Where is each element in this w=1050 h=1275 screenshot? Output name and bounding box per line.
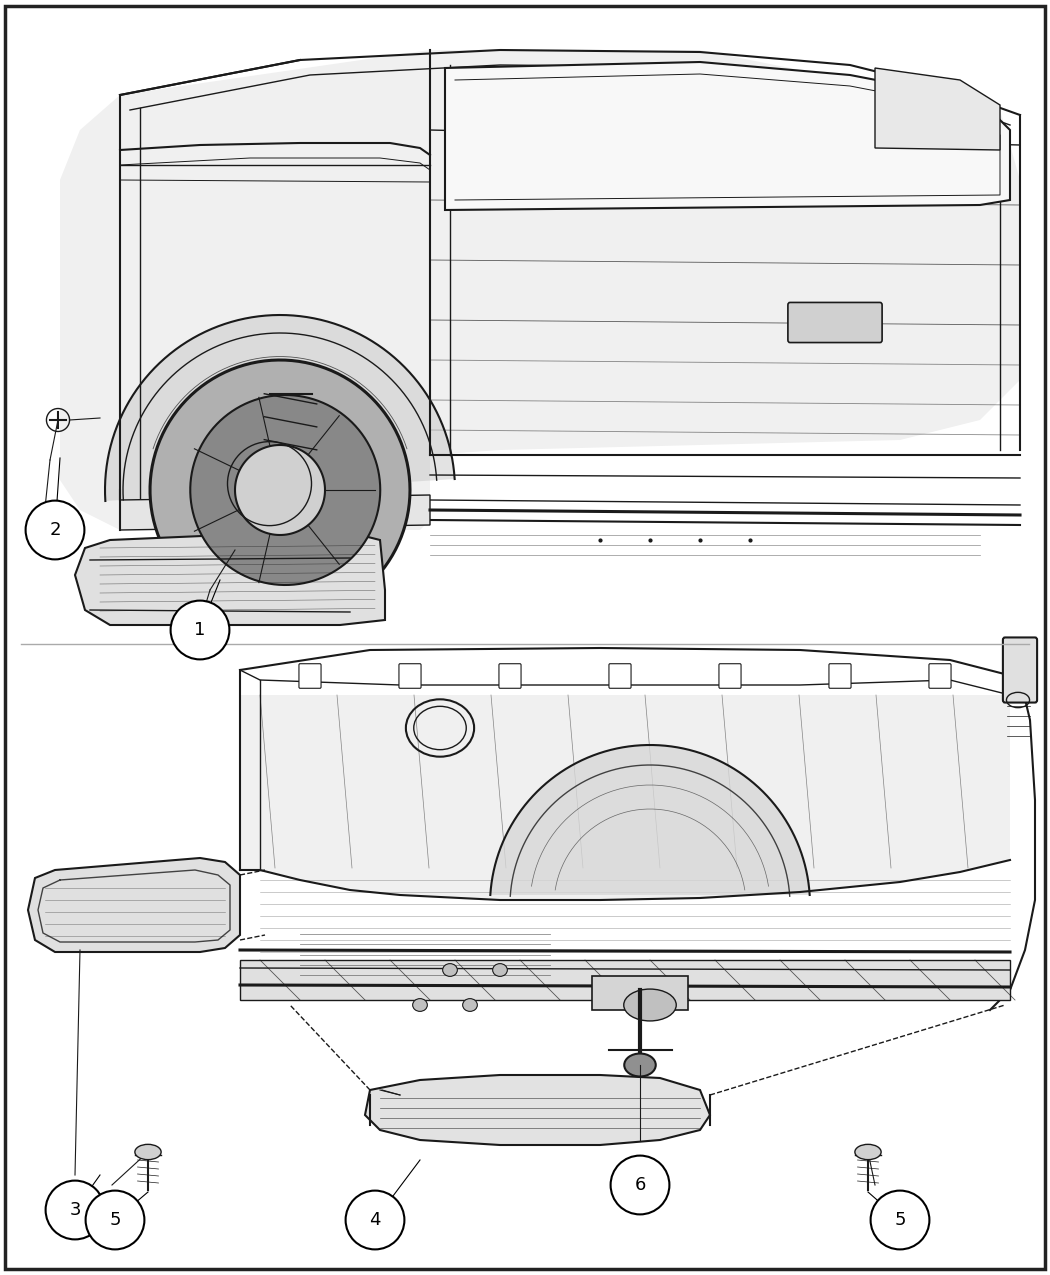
Polygon shape [365, 1075, 710, 1145]
FancyBboxPatch shape [609, 664, 631, 688]
Polygon shape [105, 315, 455, 501]
Polygon shape [28, 858, 240, 952]
Polygon shape [490, 745, 810, 895]
Polygon shape [190, 395, 380, 585]
FancyBboxPatch shape [929, 664, 951, 688]
Ellipse shape [86, 1191, 145, 1250]
FancyBboxPatch shape [499, 664, 521, 688]
Polygon shape [875, 68, 1000, 150]
Ellipse shape [624, 989, 676, 1021]
Polygon shape [445, 62, 1010, 210]
Text: 5: 5 [109, 1211, 121, 1229]
Ellipse shape [170, 601, 229, 659]
Polygon shape [240, 695, 1010, 900]
Text: 2: 2 [49, 521, 61, 539]
Ellipse shape [45, 1181, 104, 1239]
FancyBboxPatch shape [592, 975, 689, 1010]
Ellipse shape [870, 1191, 929, 1250]
Ellipse shape [413, 998, 427, 1011]
Polygon shape [240, 960, 1010, 1000]
Ellipse shape [611, 1155, 670, 1214]
Polygon shape [120, 495, 430, 530]
Ellipse shape [345, 1191, 404, 1250]
Text: 6: 6 [634, 1176, 646, 1193]
FancyBboxPatch shape [788, 302, 882, 343]
Text: 4: 4 [370, 1211, 381, 1229]
Polygon shape [75, 530, 385, 625]
Ellipse shape [855, 1145, 881, 1160]
Polygon shape [150, 360, 410, 620]
Ellipse shape [443, 964, 458, 977]
Ellipse shape [134, 1145, 161, 1160]
Ellipse shape [492, 964, 507, 977]
FancyBboxPatch shape [1003, 638, 1037, 703]
FancyBboxPatch shape [828, 664, 852, 688]
Ellipse shape [463, 998, 478, 1011]
Ellipse shape [25, 501, 84, 560]
Ellipse shape [625, 1053, 656, 1076]
Text: 3: 3 [69, 1201, 81, 1219]
Text: 1: 1 [194, 621, 206, 639]
Text: 5: 5 [895, 1211, 906, 1229]
FancyBboxPatch shape [399, 664, 421, 688]
Polygon shape [60, 50, 1020, 530]
FancyBboxPatch shape [299, 664, 321, 688]
FancyBboxPatch shape [719, 664, 741, 688]
Polygon shape [235, 445, 326, 536]
